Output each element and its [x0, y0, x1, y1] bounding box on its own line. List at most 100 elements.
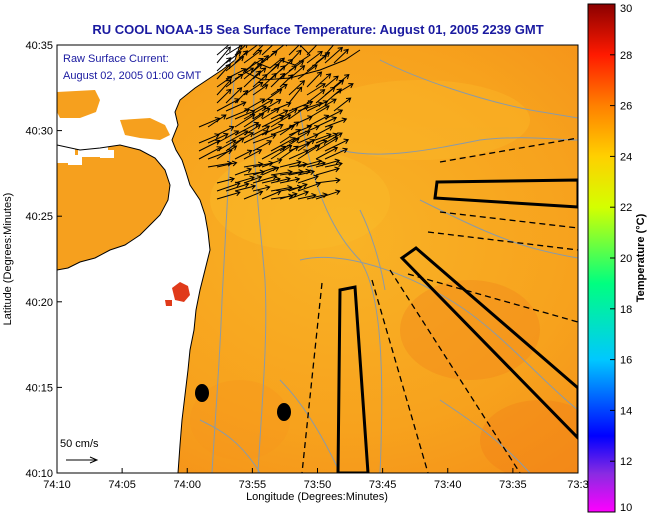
current-arrow — [324, 88, 342, 104]
current-arrow — [315, 166, 340, 176]
y-tick-label: 40:25 — [25, 211, 53, 223]
current-arrow — [216, 125, 235, 136]
mooring-marker — [277, 403, 291, 421]
current-arrow — [288, 60, 305, 72]
current-arrow — [234, 121, 260, 136]
current-arrow — [333, 48, 349, 64]
current-arrow — [243, 81, 264, 96]
current-arrow — [216, 78, 232, 96]
y-tick-label: 40:35 — [25, 40, 53, 52]
current-arrow — [279, 159, 302, 168]
x-tick-label: 74:10 — [43, 479, 71, 491]
current-arrow — [270, 83, 288, 96]
current-arrow — [324, 46, 344, 64]
y-tick-label: 40:15 — [25, 382, 53, 394]
current-arrow — [261, 145, 287, 160]
x-tick-label: 73:55 — [239, 479, 267, 491]
colorbar-tick-label: 28 — [620, 50, 632, 62]
current-arrow — [315, 73, 332, 88]
current-arrow — [306, 71, 323, 88]
current-arrow — [306, 105, 330, 120]
current-arrow — [279, 192, 298, 200]
colorbar-tick-label: 24 — [620, 151, 632, 163]
current-arrow — [216, 139, 237, 152]
current-arrow — [315, 146, 339, 160]
current-arrow — [306, 132, 332, 144]
current-arrow — [225, 68, 247, 80]
current-arrow — [234, 183, 257, 192]
current-arrow — [261, 99, 282, 112]
current-arrow — [324, 147, 348, 160]
current-arrow — [324, 117, 348, 128]
current-arrow — [315, 98, 337, 112]
current-arrow — [288, 124, 313, 136]
transect-box-east — [433, 178, 578, 209]
current-arrow — [243, 70, 262, 88]
current-arrow — [270, 57, 285, 72]
colorbar-tick-label: 18 — [620, 304, 632, 316]
current-arrow — [270, 72, 286, 88]
bathymetry-contours — [199, 59, 578, 473]
current-arrow — [216, 57, 232, 72]
current-label: Raw Surface Current: — [63, 53, 169, 65]
current-arrow — [288, 65, 306, 80]
current-arrow — [288, 80, 306, 96]
colorbar-tick-label: 14 — [620, 405, 632, 417]
current-arrow — [279, 176, 301, 184]
colorbar-tick-label: 12 — [620, 456, 632, 468]
current-arrow — [243, 49, 263, 64]
current-arrow — [234, 89, 249, 104]
current-arrow — [252, 45, 264, 56]
y-tick-label: 40:10 — [25, 468, 53, 480]
current-arrow — [324, 109, 344, 120]
colorbar-tick-label: 20 — [620, 253, 632, 265]
bay-coastline — [57, 144, 171, 271]
bay-water-mid — [120, 118, 170, 140]
current-arrow — [261, 63, 280, 80]
colorbar-tick-label: 16 — [620, 355, 632, 367]
current-arrow — [297, 144, 321, 160]
current-arrow — [288, 190, 310, 200]
current-arrow — [207, 160, 233, 168]
x-tick-label: 74:05 — [108, 479, 136, 491]
current-arrow — [198, 139, 221, 152]
x-axis: 74:10 74:05 74:00 73:55 73:50 73:45 73:40 73:35… — [43, 468, 589, 491]
current-arrow — [225, 55, 245, 72]
current-arrow — [288, 86, 303, 104]
current-arrow — [225, 182, 250, 192]
current-arrow — [243, 130, 269, 144]
transect-box-southeast — [399, 246, 578, 441]
current-arrow — [225, 87, 243, 104]
mooring-marker — [195, 384, 209, 402]
current-arrow — [243, 57, 264, 72]
current-arrow — [297, 169, 316, 176]
colorbar — [587, 3, 616, 513]
current-arrow — [297, 158, 322, 168]
bay-water — [57, 145, 170, 270]
current-arrow — [261, 123, 284, 136]
current-arrow — [261, 114, 285, 128]
transect-box-south — [336, 285, 370, 473]
current-arrow — [288, 182, 308, 192]
y-axis: 40:35 40:30 40:25 40:20 40:15 40:10 — [25, 40, 62, 480]
colorbar-label: Temperature (°C) — [635, 213, 647, 302]
current-arrow — [315, 125, 334, 136]
y-tick-label: 40:20 — [25, 297, 53, 309]
colorbar-tick-label: 10 — [620, 502, 632, 514]
warm-patch-small — [165, 300, 172, 306]
current-arrow — [216, 88, 232, 104]
current-arrow — [306, 50, 323, 64]
current-arrow — [288, 161, 308, 168]
x-axis-label: Longitude (Degrees:Minutes) — [246, 491, 388, 503]
current-arrow — [306, 89, 326, 104]
current-arrow — [315, 189, 341, 200]
current-arrow — [279, 74, 294, 88]
current-arrow — [243, 148, 263, 160]
colorbar-ticks: 30 28 26 24 22 20 18 16 14 12 10 — [610, 3, 632, 514]
current-arrow — [333, 73, 350, 88]
current-arrow — [243, 190, 264, 200]
current-arrow — [225, 101, 247, 112]
current-arrow — [306, 139, 328, 152]
current-arrow — [261, 158, 283, 168]
